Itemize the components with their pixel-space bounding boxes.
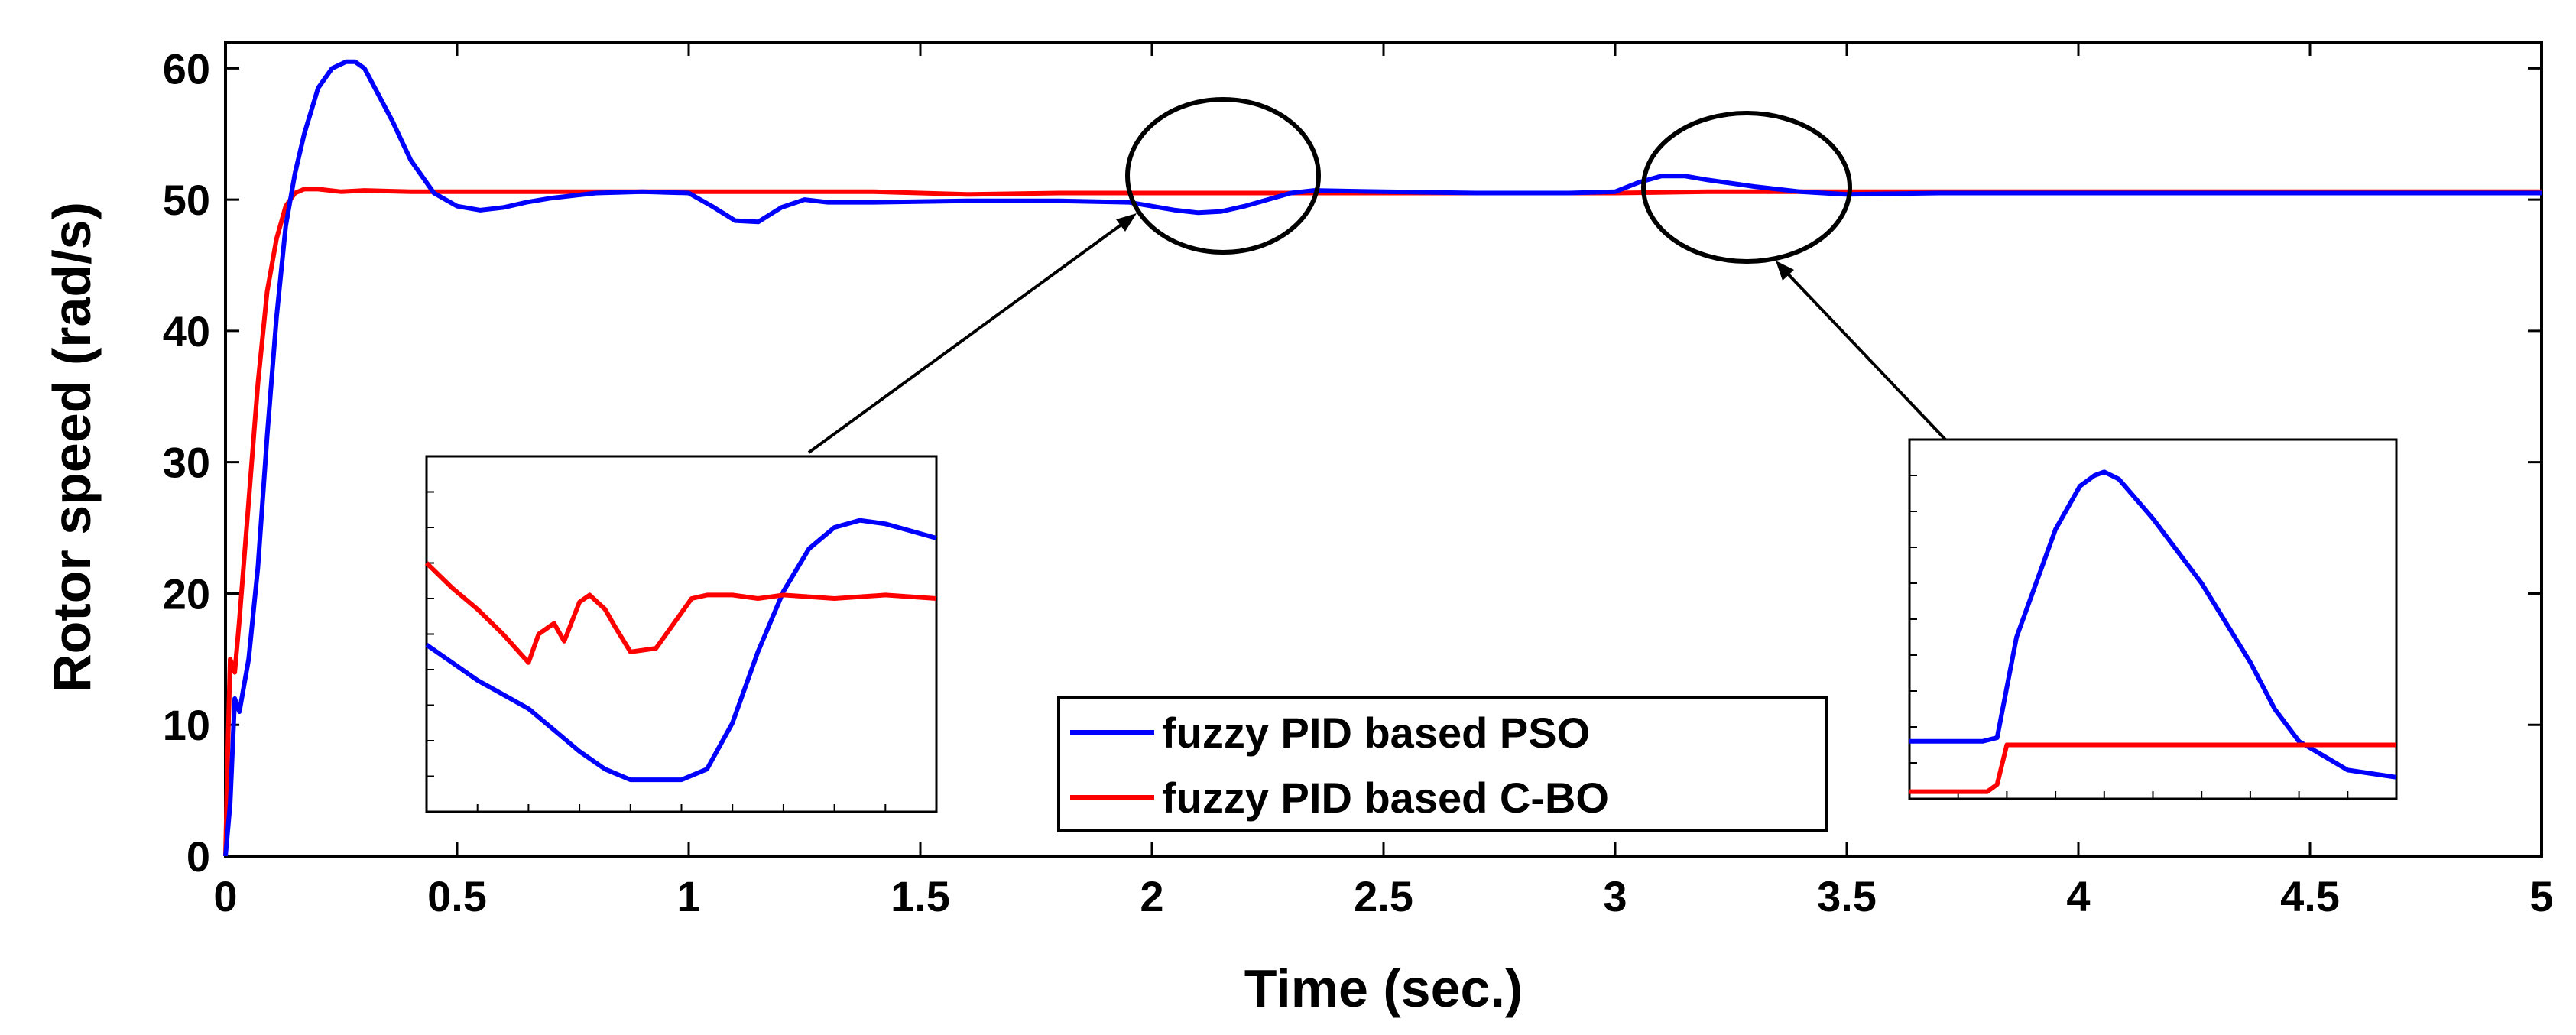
x-tick-label: 3: [1603, 872, 1627, 920]
zoom-arrow-1-head: [1116, 213, 1137, 232]
x-tick-label: 3.5: [1817, 872, 1877, 920]
y-tick-label: 10: [163, 701, 210, 749]
inset-1-ticks: [427, 491, 887, 812]
y-tick-label: 60: [163, 44, 210, 92]
inset-1-frame: [425, 455, 938, 813]
zoom-arrow-1: [807, 219, 1129, 454]
series-line-pso: [223, 59, 2542, 857]
y-axis-label: Rotor speed (rad/s): [42, 202, 102, 693]
x-tick-label: 0: [213, 872, 237, 920]
legend-label-cbo: fuzzy PID based C-BO: [1162, 774, 1609, 822]
legend-label-pso: fuzzy PID based PSO: [1162, 709, 1590, 757]
inset-2-ticks: [1909, 475, 2349, 799]
y-tick-label: 20: [163, 569, 210, 618]
x-axis-ticks: 0 0.5 1 1.5 2 2.5 3 3.5 4 4.5 5: [213, 42, 2554, 920]
y-tick-label: 40: [163, 307, 210, 355]
y-tick-label: 50: [163, 176, 210, 224]
zoom-arrow-2: [1782, 268, 1947, 441]
inset-2-series-group: [1909, 469, 2397, 794]
inset-series-line-pso: [425, 518, 937, 783]
legend-box: [1057, 696, 1828, 832]
inset-1-series-group: [424, 518, 937, 783]
series-line-cbo: [223, 187, 2542, 857]
x-tick-label: 4: [2066, 872, 2090, 920]
x-tick-label: 2: [1140, 872, 1163, 920]
main-series-group: [223, 59, 2542, 857]
inset-zoom-1: [424, 455, 938, 813]
y-axis-ticks: 0 10 20 30 40 50 60: [163, 44, 2542, 881]
legend: fuzzy PID based PSO fuzzy PID based C-BO: [1057, 696, 1828, 832]
zoom-circle-1: [1125, 97, 1321, 255]
x-tick-label: 2.5: [1354, 872, 1413, 920]
x-tick-label: 0.5: [427, 872, 487, 920]
x-tick-label: 4.5: [2280, 872, 2340, 920]
inset-series-line-cbo: [1909, 742, 2396, 794]
y-tick-label: 30: [163, 439, 210, 487]
inset-series-line-pso: [1909, 469, 2397, 780]
zoom-arrow-2-head: [1776, 261, 1794, 281]
inset-series-line-cbo: [424, 561, 937, 665]
y-tick-label: 0: [187, 832, 210, 881]
x-axis-label: Time (sec.): [1244, 959, 1523, 1018]
zoom-circle-2: [1641, 111, 1852, 264]
inset-zoom-2: [1908, 438, 2398, 800]
x-tick-label: 1: [676, 872, 700, 920]
x-tick-label: 1.5: [891, 872, 950, 920]
x-tick-label: 5: [2529, 872, 2553, 920]
